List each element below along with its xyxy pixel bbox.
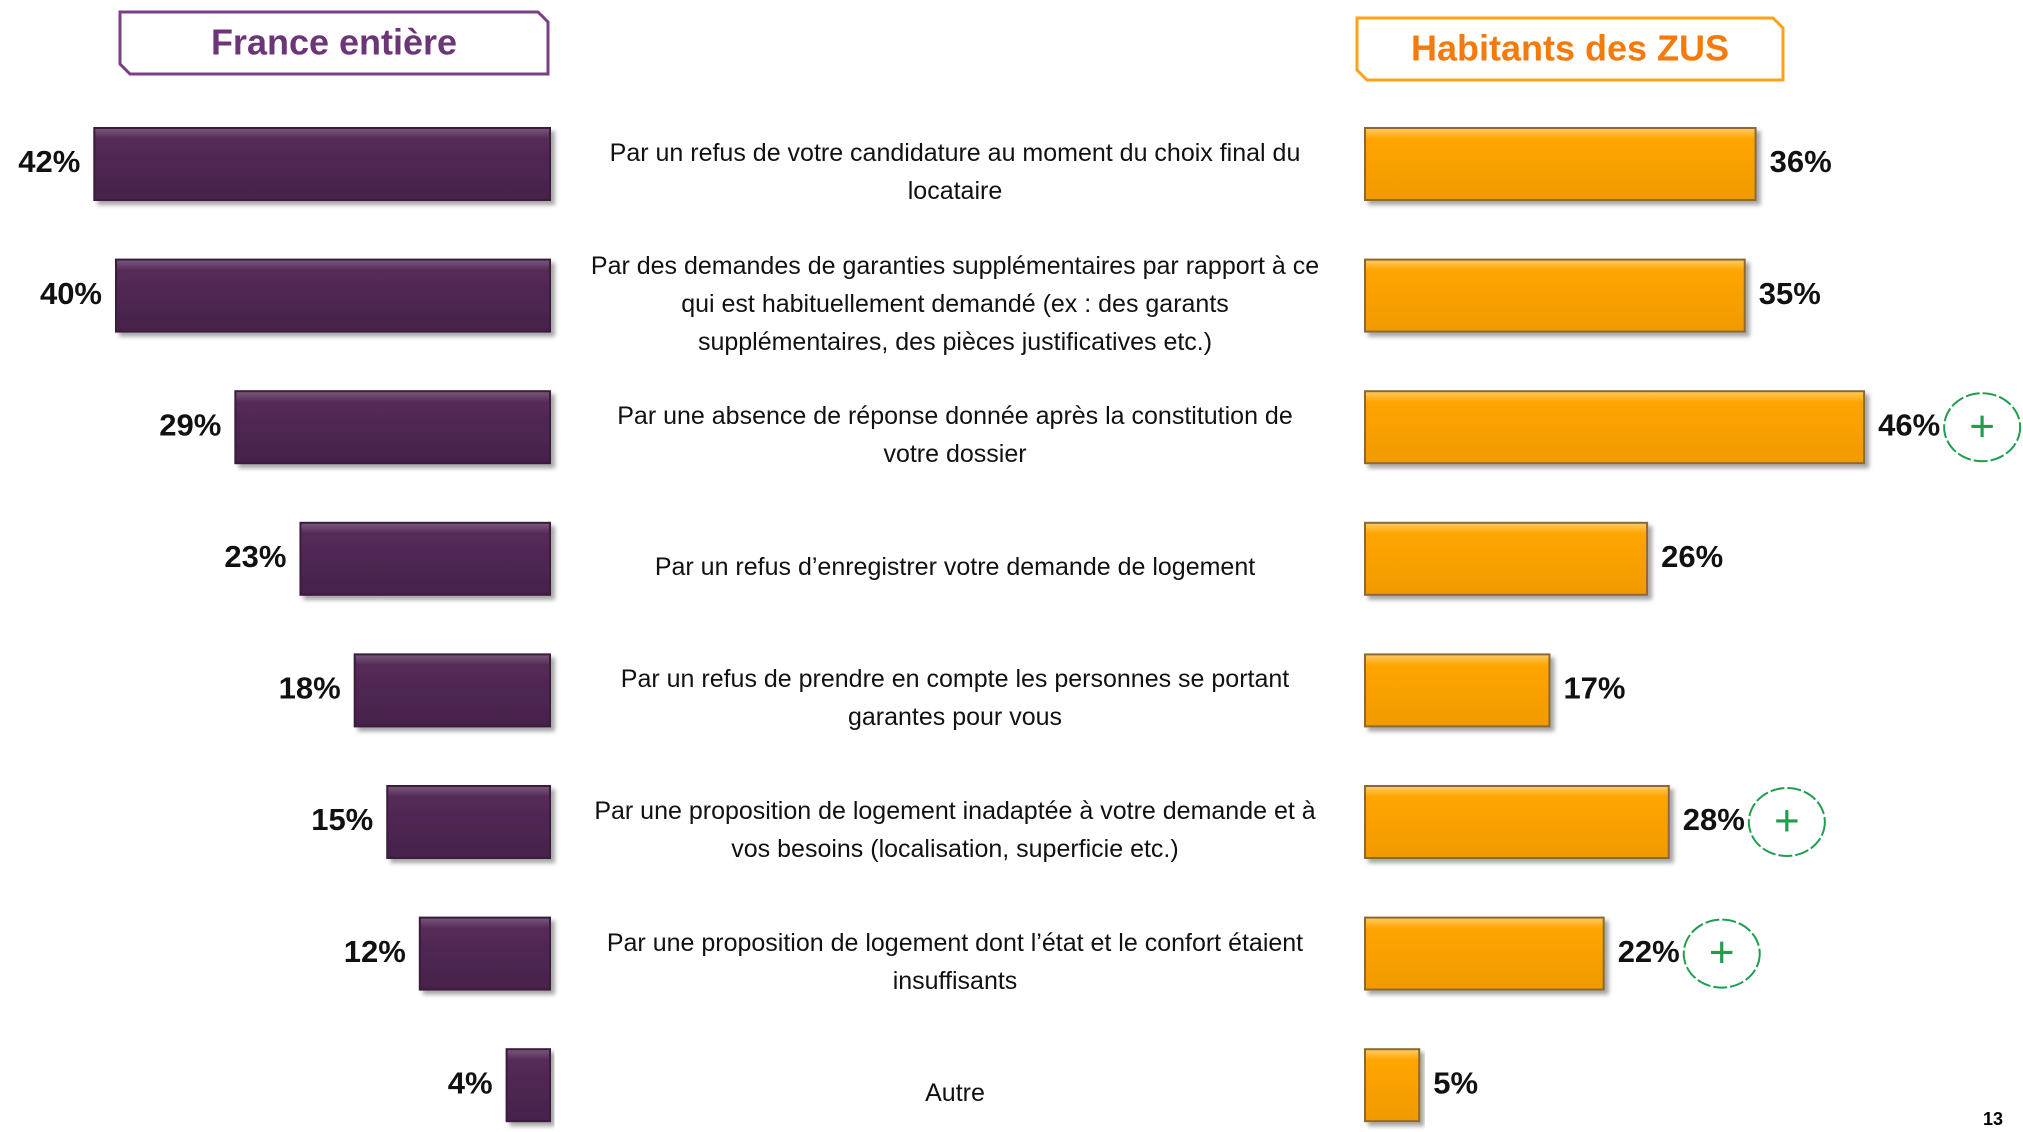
value-label: 40% [40, 276, 102, 311]
category-label: Autre [925, 1079, 985, 1108]
bar [386, 785, 551, 859]
bar [1364, 390, 1866, 465]
title-frame [118, 10, 550, 76]
bar [505, 1048, 552, 1123]
value-label: 42% [18, 144, 80, 179]
bar [1364, 127, 1757, 201]
significance-circle [1682, 918, 1761, 989]
value-label: 12% [344, 934, 406, 969]
bar [234, 390, 551, 465]
value-label: 35% [1759, 276, 1821, 311]
bar [353, 653, 552, 728]
value-label: 36% [1770, 144, 1832, 179]
bar [1364, 653, 1551, 728]
bar [1364, 521, 1649, 596]
category-label: Par une proposition de logement dont l’é… [606, 928, 1304, 995]
bar [299, 521, 552, 596]
bar [1364, 916, 1605, 991]
category-label: Par un refus de votre candidature au mom… [609, 139, 1301, 205]
bar [1364, 1048, 1421, 1123]
bar [1364, 785, 1670, 859]
bar [418, 916, 551, 991]
title-frame [1355, 16, 1785, 82]
value-label: 15% [311, 802, 373, 837]
value-label: 29% [159, 407, 221, 442]
value-label: 46% [1878, 407, 1940, 442]
value-label: 23% [224, 539, 286, 574]
panel-title: Habitants des ZUS [1411, 28, 1729, 69]
value-label: 22% [1618, 934, 1680, 969]
value-label: 18% [279, 671, 341, 706]
value-label: 5% [1433, 1065, 1478, 1100]
bar [115, 258, 551, 333]
significance-mark: + [1969, 402, 1995, 451]
category-label: Par un refus de prendre en compte les pe… [620, 665, 1290, 732]
page-number: 13 [1983, 1109, 2003, 1129]
value-label: 28% [1683, 802, 1745, 837]
value-label: 26% [1661, 539, 1723, 574]
significance-mark: + [1774, 797, 1800, 846]
value-label: 4% [448, 1065, 493, 1100]
category-label: Par une proposition de logement inadapté… [594, 797, 1316, 863]
significance-circle [1747, 787, 1826, 857]
category-label: Par une absence de réponse donnée après … [617, 402, 1293, 469]
value-label: 17% [1563, 671, 1625, 706]
significance-mark: + [1709, 928, 1735, 977]
bar [93, 127, 552, 201]
significance-circle [1943, 392, 2022, 463]
category-label: Par des demandes de garanties supplément… [590, 251, 1320, 356]
bar [1364, 258, 1746, 333]
category-label: Par un refus d’enregistrer votre demande… [654, 552, 1256, 581]
panel-title: France entière [211, 22, 457, 63]
